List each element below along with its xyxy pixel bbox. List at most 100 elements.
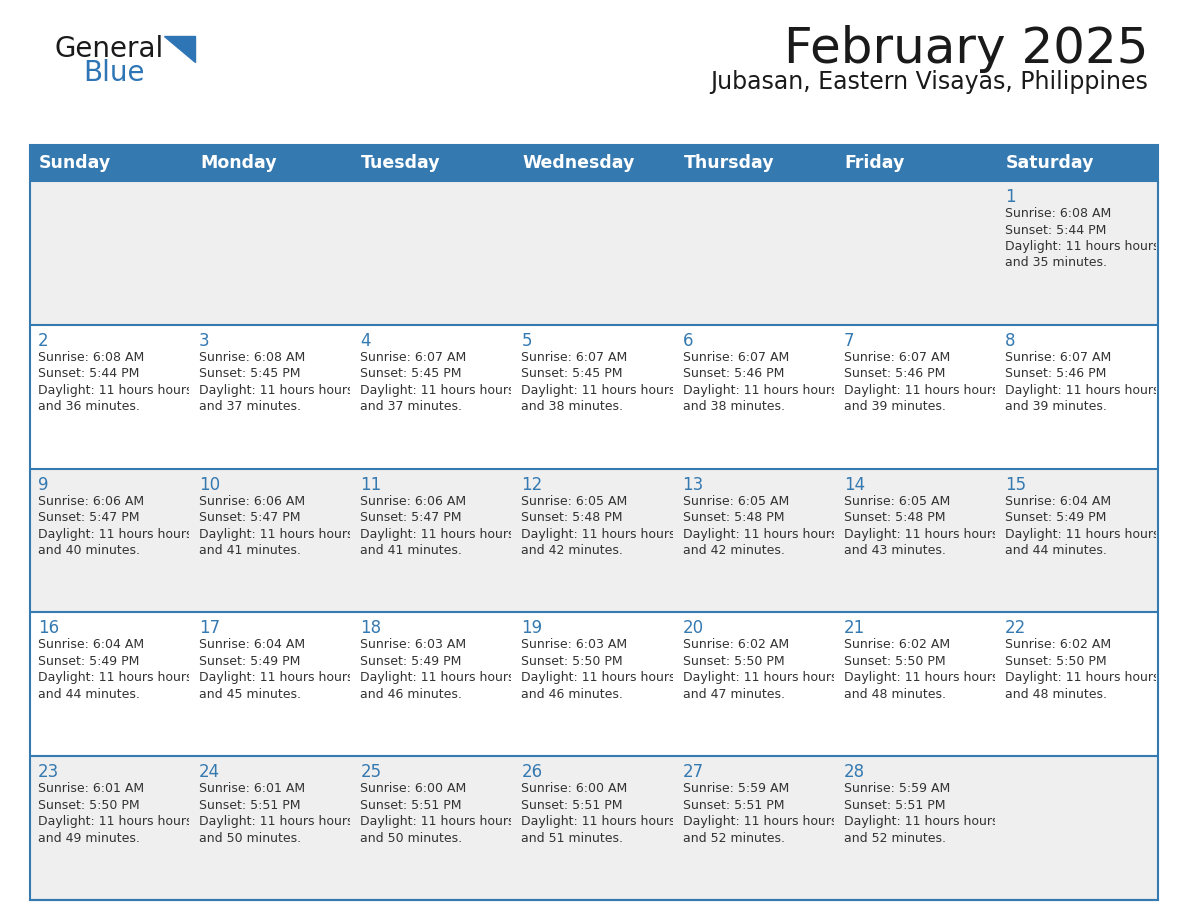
Text: Sunrise: 6:02 AM: Sunrise: 6:02 AM (683, 638, 789, 652)
Text: Sunrise: 6:00 AM: Sunrise: 6:00 AM (522, 782, 627, 795)
Text: Sunrise: 6:06 AM: Sunrise: 6:06 AM (360, 495, 467, 508)
Text: and 35 minutes.: and 35 minutes. (1005, 256, 1107, 270)
Bar (30, 612, 1158, 756)
Text: and 42 minutes.: and 42 minutes. (522, 544, 624, 557)
Text: Sunset: 5:45 PM: Sunset: 5:45 PM (200, 367, 301, 380)
Text: Daylight: 11 hours hours: Daylight: 11 hours hours (683, 384, 838, 397)
Text: Daylight: 11 hours hours: Daylight: 11 hours hours (1005, 528, 1159, 541)
Text: Sunrise: 5:59 AM: Sunrise: 5:59 AM (683, 782, 789, 795)
Text: Thursday: Thursday (683, 154, 775, 172)
Text: Sunset: 5:48 PM: Sunset: 5:48 PM (843, 511, 946, 524)
Text: 3: 3 (200, 331, 210, 350)
Text: Sunset: 5:46 PM: Sunset: 5:46 PM (843, 367, 946, 380)
Text: Sunset: 5:50 PM: Sunset: 5:50 PM (38, 799, 140, 812)
Text: Sunrise: 6:04 AM: Sunrise: 6:04 AM (200, 638, 305, 652)
Text: Daylight: 11 hours hours: Daylight: 11 hours hours (360, 384, 514, 397)
Text: 4: 4 (360, 331, 371, 350)
Text: and 44 minutes.: and 44 minutes. (38, 688, 140, 701)
Bar (675, 145, 835, 181)
Text: Monday: Monday (200, 154, 277, 172)
Text: Sunset: 5:49 PM: Sunset: 5:49 PM (38, 655, 139, 668)
Text: Sunrise: 6:00 AM: Sunrise: 6:00 AM (360, 782, 467, 795)
Text: Sunset: 5:50 PM: Sunset: 5:50 PM (843, 655, 946, 668)
Text: Sunset: 5:50 PM: Sunset: 5:50 PM (522, 655, 623, 668)
Text: Sunset: 5:45 PM: Sunset: 5:45 PM (522, 367, 623, 380)
Text: Sunrise: 6:08 AM: Sunrise: 6:08 AM (1005, 207, 1111, 220)
Text: Sunrise: 6:04 AM: Sunrise: 6:04 AM (38, 638, 144, 652)
Text: 24: 24 (200, 763, 220, 781)
Text: Sunset: 5:51 PM: Sunset: 5:51 PM (683, 799, 784, 812)
Text: Sunset: 5:51 PM: Sunset: 5:51 PM (843, 799, 946, 812)
Text: and 46 minutes.: and 46 minutes. (522, 688, 624, 701)
Text: Daylight: 11 hours hours: Daylight: 11 hours hours (38, 384, 192, 397)
Text: and 46 minutes.: and 46 minutes. (360, 688, 462, 701)
Bar (30, 756, 1158, 900)
Text: and 47 minutes.: and 47 minutes. (683, 688, 784, 701)
Text: Daylight: 11 hours hours: Daylight: 11 hours hours (1005, 671, 1159, 685)
Text: 2: 2 (38, 331, 49, 350)
Text: 6: 6 (683, 331, 693, 350)
Text: Sunrise: 5:59 AM: Sunrise: 5:59 AM (843, 782, 950, 795)
Text: Sunrise: 6:07 AM: Sunrise: 6:07 AM (843, 351, 950, 364)
Text: Daylight: 11 hours hours: Daylight: 11 hours hours (360, 671, 514, 685)
Text: Daylight: 11 hours hours: Daylight: 11 hours hours (683, 671, 838, 685)
Text: and 37 minutes.: and 37 minutes. (360, 400, 462, 413)
Text: Sunset: 5:45 PM: Sunset: 5:45 PM (360, 367, 462, 380)
Text: 25: 25 (360, 763, 381, 781)
Text: General: General (55, 35, 164, 63)
Text: Sunrise: 6:05 AM: Sunrise: 6:05 AM (843, 495, 950, 508)
Text: 5: 5 (522, 331, 532, 350)
Text: 18: 18 (360, 620, 381, 637)
Text: Daylight: 11 hours hours: Daylight: 11 hours hours (200, 384, 354, 397)
Text: and 43 minutes.: and 43 minutes. (843, 544, 946, 557)
Text: and 38 minutes.: and 38 minutes. (522, 400, 624, 413)
Text: Daylight: 11 hours hours: Daylight: 11 hours hours (200, 815, 354, 828)
Text: and 38 minutes.: and 38 minutes. (683, 400, 784, 413)
Text: Sunset: 5:47 PM: Sunset: 5:47 PM (38, 511, 139, 524)
Text: 16: 16 (38, 620, 59, 637)
Text: and 52 minutes.: and 52 minutes. (683, 832, 784, 845)
Text: Daylight: 11 hours hours: Daylight: 11 hours hours (1005, 240, 1159, 253)
Text: and 39 minutes.: and 39 minutes. (1005, 400, 1107, 413)
Text: 11: 11 (360, 476, 381, 494)
Bar (191, 145, 353, 181)
Text: Daylight: 11 hours hours: Daylight: 11 hours hours (360, 815, 514, 828)
Bar (30, 468, 1158, 612)
Text: Sunset: 5:48 PM: Sunset: 5:48 PM (683, 511, 784, 524)
Text: 10: 10 (200, 476, 220, 494)
Text: Sunset: 5:47 PM: Sunset: 5:47 PM (360, 511, 462, 524)
Text: Sunset: 5:49 PM: Sunset: 5:49 PM (1005, 511, 1106, 524)
Text: 14: 14 (843, 476, 865, 494)
Text: Sunrise: 6:02 AM: Sunrise: 6:02 AM (1005, 638, 1111, 652)
Bar (997, 145, 1158, 181)
Text: and 40 minutes.: and 40 minutes. (38, 544, 140, 557)
Text: Daylight: 11 hours hours: Daylight: 11 hours hours (683, 528, 838, 541)
Text: 23: 23 (38, 763, 59, 781)
Text: Daylight: 11 hours hours: Daylight: 11 hours hours (683, 815, 838, 828)
Text: Sunrise: 6:05 AM: Sunrise: 6:05 AM (683, 495, 789, 508)
Text: and 50 minutes.: and 50 minutes. (200, 832, 302, 845)
Bar (30, 145, 191, 181)
Text: Daylight: 11 hours hours: Daylight: 11 hours hours (200, 528, 354, 541)
Text: and 49 minutes.: and 49 minutes. (38, 832, 140, 845)
Text: Sunset: 5:46 PM: Sunset: 5:46 PM (1005, 367, 1106, 380)
Text: 26: 26 (522, 763, 543, 781)
Text: Daylight: 11 hours hours: Daylight: 11 hours hours (522, 815, 676, 828)
Bar (30, 325, 1158, 468)
Text: Sunset: 5:46 PM: Sunset: 5:46 PM (683, 367, 784, 380)
Text: Daylight: 11 hours hours: Daylight: 11 hours hours (522, 384, 676, 397)
Text: Daylight: 11 hours hours: Daylight: 11 hours hours (843, 528, 998, 541)
Text: Daylight: 11 hours hours: Daylight: 11 hours hours (843, 815, 998, 828)
Text: Sunrise: 6:04 AM: Sunrise: 6:04 AM (1005, 495, 1111, 508)
Bar (835, 145, 997, 181)
Text: Sunset: 5:51 PM: Sunset: 5:51 PM (522, 799, 623, 812)
Text: Sunrise: 6:03 AM: Sunrise: 6:03 AM (360, 638, 467, 652)
Text: Sunset: 5:47 PM: Sunset: 5:47 PM (200, 511, 301, 524)
Bar (30, 145, 1158, 900)
Text: and 45 minutes.: and 45 minutes. (200, 688, 301, 701)
Text: Daylight: 11 hours hours: Daylight: 11 hours hours (843, 671, 998, 685)
Text: Daylight: 11 hours hours: Daylight: 11 hours hours (38, 528, 192, 541)
Text: Sunday: Sunday (39, 154, 112, 172)
Text: and 51 minutes.: and 51 minutes. (522, 832, 624, 845)
Bar (513, 145, 675, 181)
